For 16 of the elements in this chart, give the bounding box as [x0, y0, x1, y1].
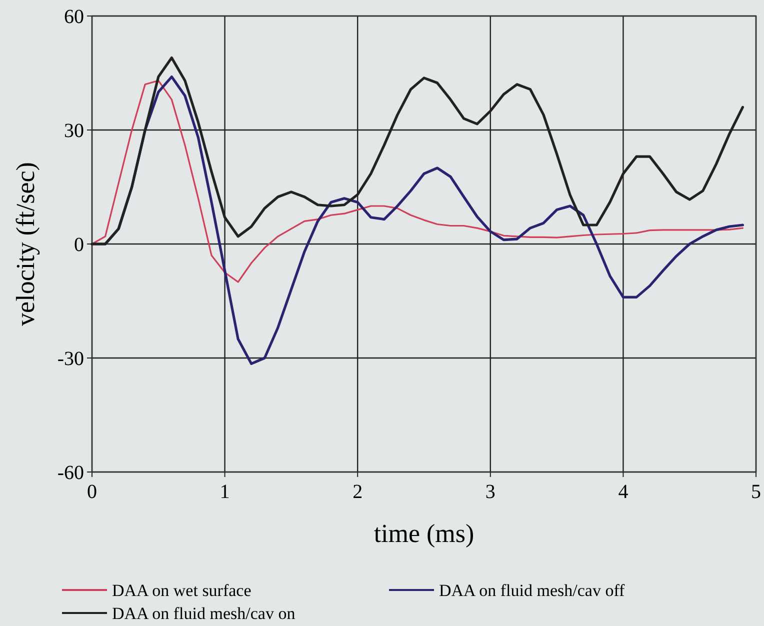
legend-label: DAA on fluid mesh/cav on: [112, 604, 296, 623]
y-axis-title: velocity (ft/sec): [11, 162, 40, 326]
x-tick-label: 1: [220, 481, 230, 503]
x-tick-label: 2: [352, 481, 363, 503]
x-axis-title: time (ms): [374, 519, 474, 548]
x-tick-label: 4: [618, 481, 628, 503]
legend-label: DAA on fluid mesh/cav off: [439, 581, 626, 600]
y-tick-label: -30: [57, 348, 84, 370]
x-tick-label: 5: [751, 481, 761, 503]
y-tick-label: 0: [74, 234, 84, 256]
y-tick-label: 30: [64, 120, 84, 142]
legend-label: DAA on wet surface: [112, 581, 252, 600]
line-series: [91, 80, 744, 283]
y-tick-label: -60: [57, 462, 84, 484]
x-tick-label: 3: [485, 481, 496, 503]
y-tick-label: 60: [64, 6, 84, 28]
